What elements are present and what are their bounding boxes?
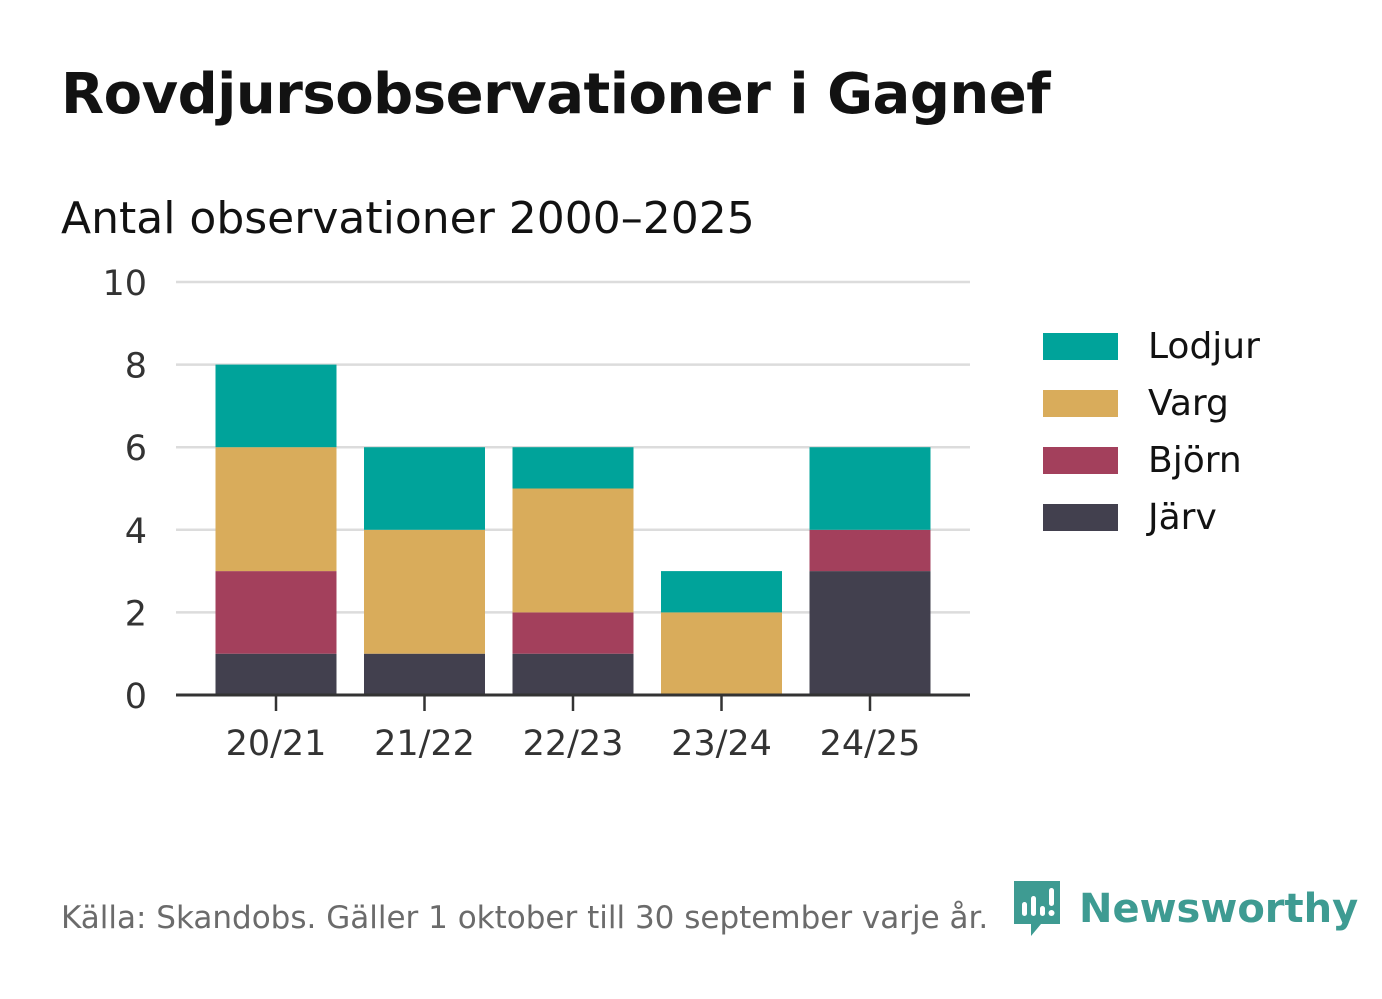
y-tick-label-8: 8: [125, 347, 147, 387]
legend: Lodjur Varg Björn Järv: [1043, 318, 1260, 546]
chart-title: Rovdjursobservationer i Gagnef: [61, 62, 1051, 127]
bar-24-25-jarv: [809, 571, 931, 695]
newsworthy-logo-icon: [1014, 881, 1060, 936]
y-tick-label-0: 0: [125, 677, 147, 717]
bar-21-22-varg: [364, 529, 485, 654]
bar-20-21-jarv: [215, 653, 337, 695]
legend-item-lodjur: Lodjur: [1043, 318, 1260, 375]
legend-swatch-bjorn: [1043, 447, 1118, 474]
y-tick-label-4: 4: [125, 512, 147, 552]
legend-label-bjorn: Björn: [1148, 440, 1242, 481]
bar-21-22-jarv: [364, 653, 485, 695]
x-tick-label-24-25: 24/25: [820, 724, 921, 764]
bar-20-21-varg: [215, 447, 337, 572]
legend-swatch-varg: [1043, 390, 1118, 417]
legend-swatch-jarv: [1043, 504, 1118, 531]
bar-23-24-lodjur: [661, 571, 782, 613]
x-tick-label-23-24: 23/24: [671, 724, 772, 764]
legend-item-jarv: Järv: [1043, 489, 1260, 546]
bar-22-23-jarv: [512, 653, 634, 695]
bar-24-25-lodjur: [809, 447, 931, 530]
chart-subtitle: Antal observationer 2000–2025: [61, 193, 755, 244]
bar-23-24-varg: [661, 612, 782, 695]
bar-20-21-lodjur: [215, 364, 337, 448]
legend-item-bjorn: Björn: [1043, 432, 1260, 489]
bar-22-23-bjorn: [512, 612, 634, 654]
x-tick-label-21-22: 21/22: [374, 724, 475, 764]
legend-label-jarv: Järv: [1148, 497, 1217, 538]
x-tick-label-20-21: 20/21: [226, 724, 327, 764]
y-tick-label-10: 10: [102, 264, 147, 304]
y-tick-label-6: 6: [125, 429, 147, 469]
bar-22-23-lodjur: [512, 447, 634, 489]
brand-name: Newsworthy: [1079, 886, 1359, 932]
legend-item-varg: Varg: [1043, 375, 1260, 432]
bar-22-23-varg: [512, 488, 634, 613]
legend-swatch-lodjur: [1043, 333, 1118, 360]
source-note: Källa: Skandobs. Gäller 1 oktober till 3…: [61, 900, 989, 936]
legend-label-varg: Varg: [1148, 383, 1229, 424]
brand-logo: Newsworthy: [1011, 878, 1358, 940]
x-tick-label-22-23: 22/23: [523, 724, 624, 764]
bar-24-25-bjorn: [809, 529, 931, 572]
legend-label-lodjur: Lodjur: [1148, 326, 1260, 367]
y-tick-label-2: 2: [125, 594, 147, 634]
bar-21-22-lodjur: [364, 447, 485, 530]
bar-20-21-bjorn: [215, 571, 337, 654]
